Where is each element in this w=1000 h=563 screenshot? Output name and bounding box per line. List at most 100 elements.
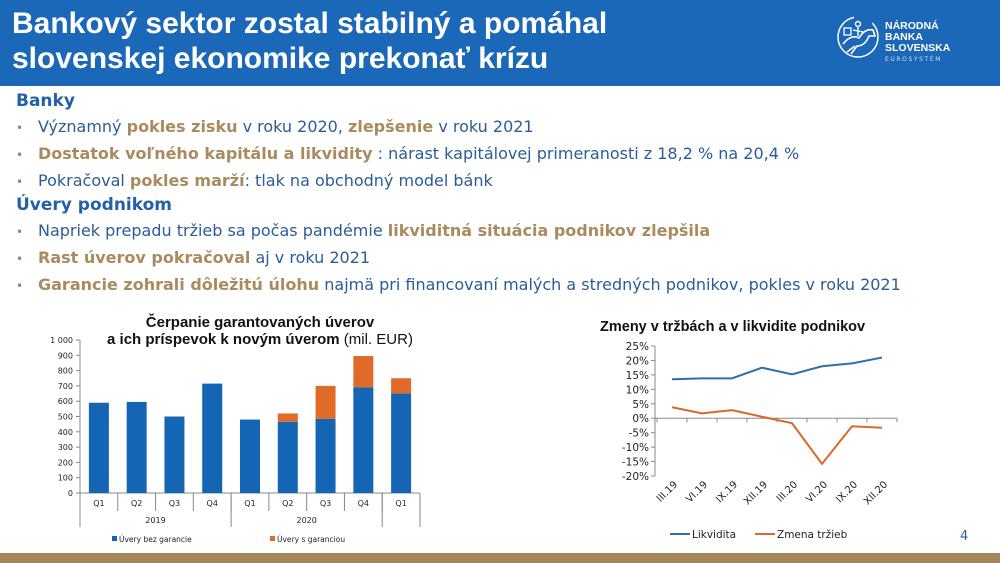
- bar-guaranteed: [353, 356, 374, 388]
- bullet-item: • Významný pokles zisku v roku 2020, zlep…: [16, 113, 996, 140]
- section-heading: Banky: [16, 91, 75, 111]
- highlighted-text: zlepšenie: [348, 117, 434, 136]
- bar-non-guaranteed: [277, 421, 298, 493]
- y-tick-label: 10%: [626, 384, 649, 396]
- bar-non-guaranteed: [202, 383, 223, 493]
- highlighted-text: Garancie zohrali dôležitú úlohu: [38, 275, 320, 294]
- bar-non-guaranteed: [240, 419, 260, 493]
- bullet-item: • Pokračoval pokles marží: tlak na obchod…: [16, 167, 996, 194]
- bullet-item: • Napriek prepadu tržieb sa počas pandémi…: [16, 217, 996, 244]
- bar-guaranteed: [277, 413, 298, 422]
- bar-chart-unit: (mil. EUR): [343, 331, 413, 348]
- x-tick-label: Q3: [169, 499, 180, 508]
- x-tick-label: VI.20: [804, 479, 830, 505]
- title-line-1: Bankový sektor zostal stabilný a pomáhal: [12, 7, 608, 40]
- highlighted-text: Rast úverov pokračoval: [38, 248, 251, 267]
- slide-header: Bankový sektor zostal stabilný a pomáhal…: [0, 0, 1000, 86]
- y-tick-label: 400: [58, 428, 73, 437]
- bullet-item: • Dostatok voľného kapitálu a likvidity :…: [16, 140, 996, 167]
- y-tick-label: -15%: [622, 457, 649, 469]
- bullet-content: Banky • Významný pokles zisku v roku 2020,…: [16, 90, 996, 298]
- y-tick-label: 300: [58, 443, 73, 452]
- bar-chart: 0 100 200 300 400 500 600 700 800 900 1 000 Q1 Q2 Q3 Q…: [50, 336, 421, 544]
- line-sales-change: [671, 406, 883, 466]
- x-tick-label: IX.19: [714, 479, 740, 505]
- highlighted-text: pokles marží: [129, 171, 245, 190]
- logo-line: BANKA: [885, 31, 923, 43]
- bar-guaranteed: [315, 385, 336, 419]
- bullet-text: Napriek prepadu tržieb sa počas pandémie: [38, 221, 388, 240]
- x-tick-label: Q1: [93, 499, 104, 508]
- bullet-icon: •: [16, 225, 24, 239]
- legend-label: Zmena tržieb: [777, 529, 848, 541]
- line-chart-title: Zmeny v tržbách a v likvidite podnikov: [600, 319, 866, 335]
- y-tick-label: 15%: [626, 370, 649, 382]
- bullet-icon: •: [16, 148, 24, 162]
- y-tick-label: 5%: [632, 399, 649, 411]
- bar-non-guaranteed: [164, 416, 185, 493]
- bar-chart-title-line2: a ich príspevok k novým úverom: [107, 331, 340, 348]
- line-chart: 25% 20% 15% 10% 5% 0% -5% -10% -15% -20% III.19 VI.…: [622, 341, 898, 541]
- logo-subtitle: EUROSYSTÉM: [885, 56, 942, 63]
- bullet-text: najmä pri financovaní malých a stredných…: [319, 275, 901, 294]
- x-tick-label: Q3: [320, 499, 331, 508]
- x-tick-label: XII.20: [862, 479, 890, 507]
- bullet-text: Pokračoval: [38, 171, 130, 190]
- horse-rider-emblem-icon: [837, 16, 879, 58]
- logo-line: SLOVENSKA: [885, 42, 951, 54]
- x-tick-label: XII.19: [742, 479, 770, 507]
- bullet-text: : nárast kapitálovej primeranosti z 18,2…: [372, 144, 800, 163]
- y-tick-label: 0: [68, 489, 73, 498]
- footer-bar: [0, 553, 1000, 563]
- bullet-item: • Rast úverov pokračoval aj v roku 2021: [16, 244, 996, 271]
- bar-non-guaranteed: [88, 402, 109, 493]
- slide-title: Bankový sektor zostal stabilný a pomáhal…: [12, 6, 812, 76]
- y-tick-label: -20%: [622, 471, 649, 483]
- bullet-text: v roku 2021: [433, 117, 534, 136]
- y-tick-label: 20%: [626, 355, 649, 367]
- y-tick-label: 0%: [632, 413, 649, 425]
- bullet-icon: •: [16, 279, 24, 293]
- x-tick-label: III.20: [775, 479, 800, 504]
- legend-label: Úvery s garanciou: [277, 535, 345, 544]
- x-tick-label: Q4: [207, 499, 218, 508]
- x-tick-label: Q2: [282, 499, 293, 508]
- y-tick-label: 25%: [626, 341, 649, 353]
- y-tick-label: 1 000: [50, 336, 73, 345]
- page-number: 4: [960, 529, 969, 544]
- legend-swatch: [112, 536, 117, 541]
- x-tick-label: III.19: [655, 479, 680, 504]
- group-label: 2020: [296, 516, 316, 525]
- bar-non-guaranteed: [391, 393, 412, 493]
- x-tick-label: Q1: [244, 499, 255, 508]
- bar-non-guaranteed: [315, 418, 336, 493]
- bullet-text: aj v roku 2021: [250, 248, 371, 267]
- y-tick-label: 800: [58, 367, 73, 376]
- x-tick-label: IX.20: [834, 479, 860, 505]
- highlighted-text: pokles zisku: [126, 117, 238, 136]
- highlighted-text: Dostatok voľného kapitálu a likvidity: [38, 144, 373, 163]
- y-tick-label: 900: [58, 351, 73, 360]
- nbs-logo: NÁRODNÁ BANKA SLOVENSKA EUROSYSTÉM: [835, 14, 995, 74]
- y-tick-label: 700: [58, 382, 73, 391]
- bullet-text: : tlak na obchodný model bánk: [244, 171, 493, 190]
- line-liquidity: [671, 356, 883, 381]
- title-line-2: slovenskej ekonomike prekonať krízu: [12, 42, 549, 75]
- legend-swatch: [270, 536, 275, 541]
- y-tick-label: 100: [58, 474, 73, 483]
- bullet-item: • Garancie zohrali dôležitú úlohu najmä p…: [16, 271, 996, 298]
- y-tick-label: 600: [58, 397, 73, 406]
- bar-guaranteed: [391, 378, 412, 394]
- y-tick-label: -10%: [622, 442, 649, 454]
- section-heading: Úvery podnikom: [16, 195, 172, 215]
- bullet-icon: •: [16, 121, 24, 135]
- bar-non-guaranteed: [126, 401, 147, 493]
- bullet-text: v roku 2020,: [237, 117, 349, 136]
- bullet-icon: •: [16, 252, 24, 266]
- x-tick-label: Q2: [131, 499, 142, 508]
- y-tick-label: 200: [58, 458, 73, 467]
- y-tick-label: -5%: [629, 428, 649, 440]
- legend-label: Likvidita: [692, 529, 736, 541]
- legend-label: Úvery bez garancie: [119, 535, 192, 544]
- bar-chart-title-line1: Čerpanie garantovaných úverov: [145, 314, 375, 331]
